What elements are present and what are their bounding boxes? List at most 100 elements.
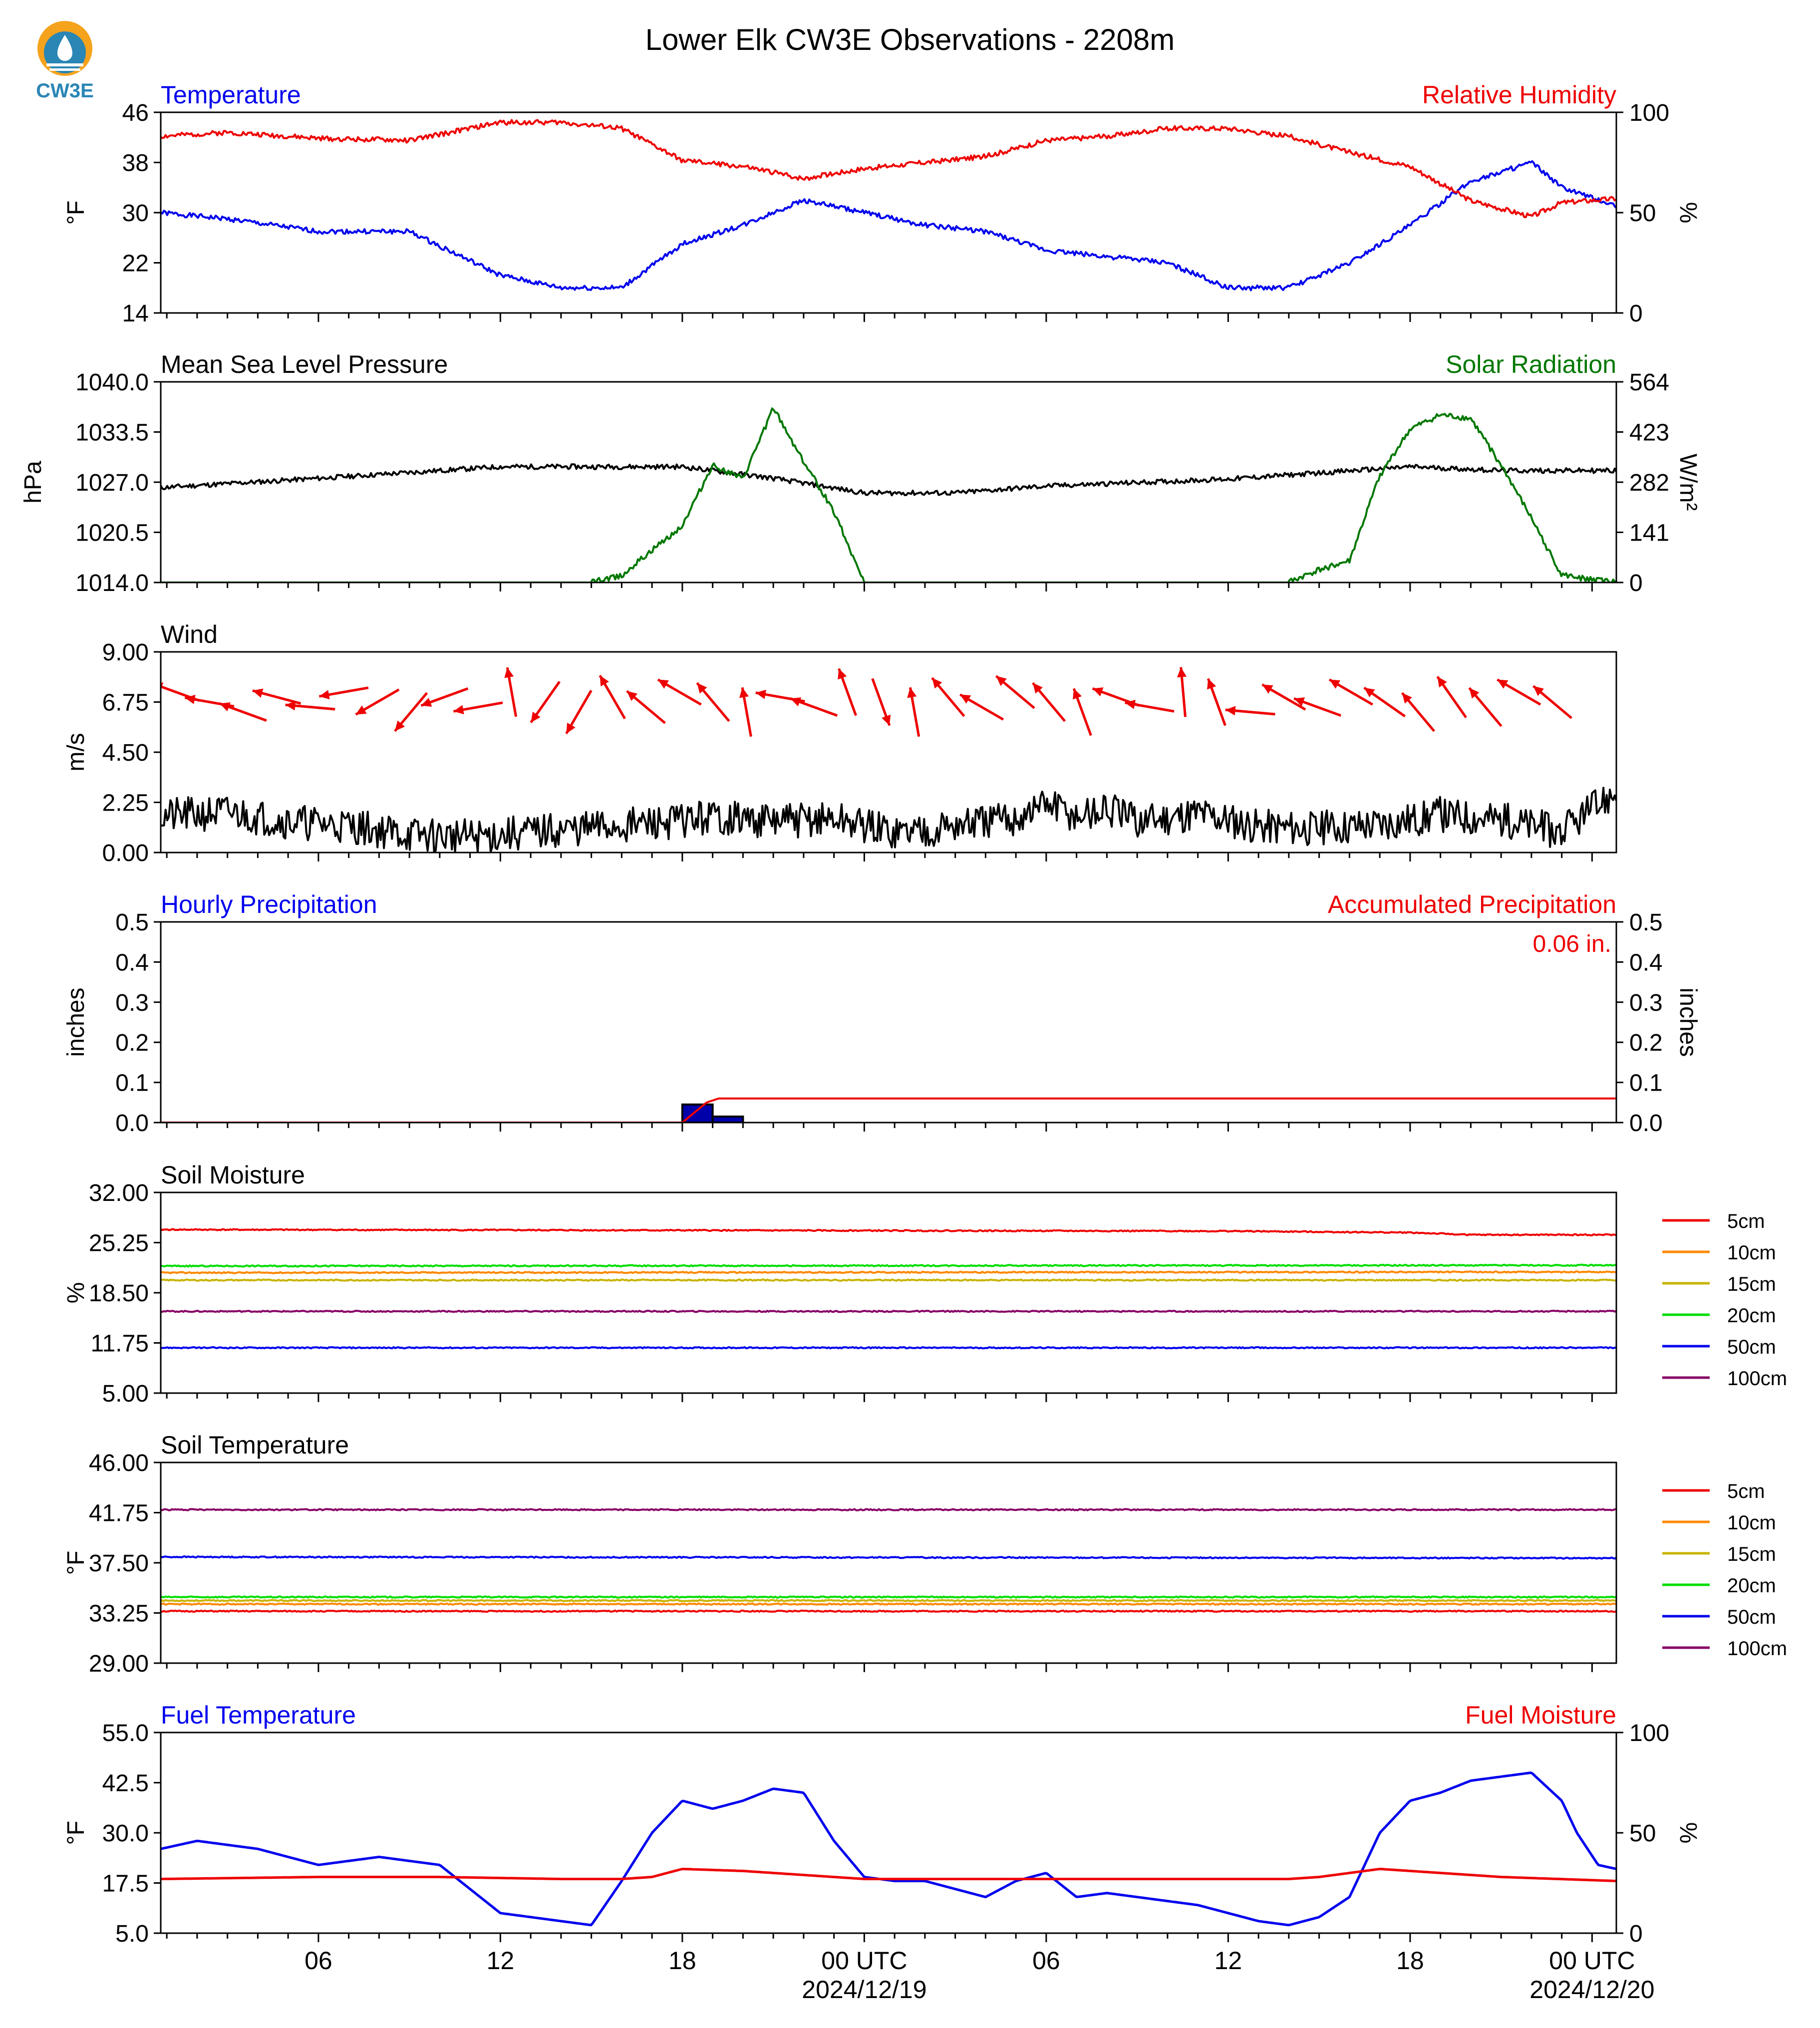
- y-tick-label: 41.75: [89, 1500, 149, 1527]
- y-axis-label: m/s: [63, 733, 89, 771]
- y-axis-label: °F: [63, 1551, 89, 1575]
- y-tick-label: 17.5: [102, 1871, 149, 1897]
- y-tick-label: 22: [122, 251, 149, 277]
- y-tick-label: 18.50: [89, 1280, 149, 1307]
- precip-bar: [711, 1115, 744, 1123]
- plot-area: [161, 119, 1616, 291]
- y2-tick-label: 50: [1629, 1820, 1656, 1847]
- y2-tick-label: 141: [1629, 520, 1669, 547]
- panel-title-left: Wind: [161, 620, 218, 648]
- y-tick-label: 0.1: [115, 1070, 149, 1097]
- y-tick-label: 1014.0: [75, 570, 149, 596]
- y2-tick-label: 100: [1629, 1720, 1669, 1746]
- legend-label: 10cm: [1727, 1512, 1776, 1534]
- wind-arrow-head: [1032, 683, 1043, 694]
- wind-arrow-head: [626, 691, 638, 701]
- series-line-15cm: [161, 1278, 1616, 1282]
- legend-label: 15cm: [1727, 1543, 1776, 1565]
- wind-arrow-head: [219, 702, 231, 712]
- y2-axis-label: inches: [1675, 988, 1701, 1057]
- legend: 5cm 10cm 15cm 20cm 50cm 100cm: [1662, 1210, 1787, 1390]
- series-line-100cm: [161, 1508, 1616, 1511]
- legend-label: 100cm: [1727, 1638, 1787, 1660]
- wind-arrow-head: [1402, 693, 1412, 704]
- y2-tick-label: 564: [1629, 369, 1669, 396]
- y-tick-label: 5.00: [102, 1381, 149, 1407]
- wind-arrow-head: [739, 687, 749, 698]
- series-line-20cm: [161, 1595, 1616, 1599]
- wind-arrow-head: [1533, 686, 1544, 696]
- panels: Temperature Relative Humidity 14 22 30 38 46 0 5…: [20, 81, 1787, 1947]
- y-tick-label: 0.5: [115, 909, 149, 936]
- y-tick-label: 33.25: [89, 1601, 149, 1627]
- wind-arrow-head: [755, 689, 766, 699]
- y-tick-label: 1027.0: [75, 470, 149, 496]
- y2-tick-label: 0.4: [1629, 949, 1663, 976]
- panel-7: Fuel Temperature Fuel Moisture 5.0 17.5 30.0…: [63, 1701, 1701, 1947]
- y-axis-label: °F: [63, 1821, 89, 1845]
- y-tick-label: 5.0: [115, 1921, 149, 1947]
- y-tick-label: 1040.0: [75, 369, 149, 396]
- wind-arrow-head: [504, 667, 514, 678]
- y-axis-label: °F: [63, 201, 89, 225]
- y-tick-label: 32.00: [89, 1180, 149, 1206]
- wind-arrow-head: [531, 711, 541, 723]
- y2-tick-label: 0.3: [1629, 990, 1663, 1016]
- y-axis-label: %: [63, 1282, 89, 1304]
- panel-2: Mean Sea Level Pressure Solar Radiation 10…: [20, 350, 1701, 596]
- y-tick-label: 14: [122, 300, 149, 327]
- wind-arrow-head: [252, 688, 264, 698]
- y-tick-label: 0.3: [115, 990, 149, 1016]
- wind-arrow-head: [395, 720, 405, 731]
- legend-label: 50cm: [1727, 1336, 1776, 1358]
- panel-frame: [160, 111, 1617, 314]
- wind-arrow-head: [1497, 679, 1509, 689]
- panel-title-left: Hourly Precipitation: [161, 890, 377, 918]
- legend-label: 50cm: [1727, 1606, 1776, 1628]
- y-tick-label: 0.2: [115, 1030, 149, 1056]
- legend-label: 5cm: [1727, 1480, 1765, 1502]
- panel-title-left: Soil Moisture: [161, 1161, 305, 1189]
- legend-label: 5cm: [1727, 1210, 1765, 1232]
- x-tick-label: 18: [668, 1947, 696, 1975]
- wind-arrow-head: [319, 690, 330, 700]
- cw3e-logo: CW3E: [27, 17, 102, 102]
- y-tick-label: 0.4: [115, 949, 149, 976]
- wind-arrow-head: [1469, 688, 1480, 699]
- wind-arrow-head: [932, 678, 942, 689]
- logo-text: CW3E: [36, 80, 94, 102]
- panel-frame: [160, 921, 1617, 1124]
- y-tick-label: 55.0: [102, 1720, 149, 1746]
- panel-frame: [160, 381, 1617, 583]
- wind-arrow-head: [285, 701, 296, 711]
- series-line-5cm: [161, 1228, 1616, 1236]
- x-tick-label: 00 UTC: [821, 1947, 907, 1975]
- x-tick-label: 12: [1214, 1947, 1242, 1975]
- plot-area: [161, 1097, 1616, 1123]
- wind-arrow-head: [790, 697, 802, 707]
- wind-arrow-head: [355, 705, 367, 715]
- y2-tick-label: 423: [1629, 420, 1669, 446]
- y-tick-label: 46: [122, 100, 149, 126]
- y-tick-label: 38: [122, 150, 149, 177]
- legend-label: 15cm: [1727, 1273, 1776, 1295]
- y2-tick-label: 282: [1629, 470, 1669, 496]
- series-line-red: [161, 1867, 1616, 1882]
- wind-arrow-head: [996, 676, 1007, 686]
- y2-axis-label: W/m²: [1675, 454, 1701, 511]
- y2-tick-label: 100: [1629, 100, 1669, 126]
- wind-arrow-head: [838, 668, 847, 680]
- y-tick-label: 11.75: [90, 1331, 149, 1357]
- series-line-blue: [161, 1771, 1616, 1927]
- wind-arrow-head: [697, 683, 707, 694]
- series-line-50cm: [161, 1346, 1616, 1350]
- wind-arrow-head: [1225, 706, 1236, 716]
- series-line-100cm: [161, 1310, 1616, 1313]
- panel-6: Soil Temperature 29.00 33.25 37.50 41.75 46.0…: [63, 1431, 1787, 1677]
- series-line-10cm: [161, 1270, 1616, 1274]
- wind-arrow-head: [566, 722, 576, 734]
- panel-frame: [160, 1191, 1617, 1394]
- panel-title-left: Mean Sea Level Pressure: [161, 350, 448, 378]
- series-line-black: [161, 787, 1616, 853]
